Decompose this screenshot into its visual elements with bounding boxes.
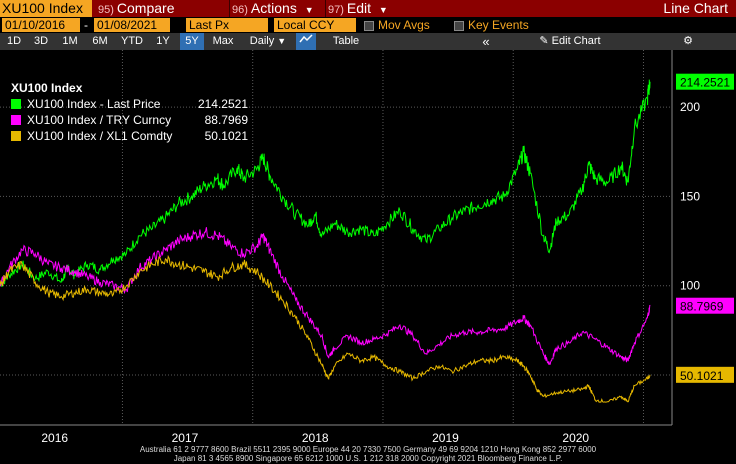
- mov-avgs-toggle[interactable]: Mov Avgs: [364, 18, 430, 32]
- period-1m[interactable]: 1M: [62, 35, 78, 47]
- legend-swatch: [11, 99, 21, 109]
- field-selector[interactable]: Last Px: [186, 18, 268, 32]
- legend-entry-name: XU100 Index / TRY Curncy: [27, 113, 172, 127]
- legend-entry-value: 88.7969: [204, 113, 248, 127]
- gear-icon[interactable]: ⚙: [683, 35, 693, 47]
- compare-button[interactable]: 95) Compare: [98, 0, 175, 17]
- x-axis: 2016 2017 2018 2019 2020: [41, 431, 589, 445]
- legend-swatch: [11, 115, 21, 125]
- legend-swatch: [11, 131, 21, 141]
- chart-legend: XU100 Index XU100 Index - Last Price 214…: [7, 80, 252, 144]
- edit-shortcut: 97): [328, 4, 344, 16]
- chart-series: [0, 79, 651, 403]
- y-axis: 100 150 200: [680, 100, 700, 293]
- date-separator: -: [84, 18, 88, 32]
- chevron-down-icon: ▼: [378, 5, 388, 15]
- toolbar-divider: [325, 0, 326, 17]
- command-bar: XU100 Index 95) Compare 96) Actions ▼ 97) E…: [0, 0, 736, 17]
- key-events-label: Key Events: [468, 18, 529, 32]
- key-events-toggle[interactable]: Key Events: [454, 18, 529, 32]
- actions-button[interactable]: 96) Actions ▼: [232, 0, 314, 17]
- footer-copyright: Japan 81 3 4565 8900 Singapore 65 6212 1…: [173, 453, 563, 463]
- edit-label: Edit: [346, 0, 372, 16]
- compare-shortcut: 95): [98, 4, 114, 16]
- mov-avgs-label: Mov Avgs: [378, 18, 430, 32]
- last-value-label: 88.7969: [680, 300, 724, 314]
- toolbar-divider: [229, 0, 230, 17]
- period-1y[interactable]: 1Y: [156, 35, 170, 47]
- legend-entry[interactable]: XU100 Index / TRY Curncy 88.7969: [7, 112, 252, 128]
- actions-label: Actions: [250, 0, 297, 16]
- frequency-selector[interactable]: Daily ▼: [242, 33, 294, 50]
- footer: Australia 61 2 9777 8600 Brazil 5511 239…: [0, 445, 736, 464]
- period-bar: 1D 3D 1M 6M YTD 1Y 5Y Max Daily ▼ Table …: [0, 33, 736, 50]
- period-5y[interactable]: 5Y: [180, 33, 204, 50]
- y-tick-label: 200: [680, 100, 700, 114]
- x-tick-label: 2017: [172, 431, 199, 445]
- last-value-label: 50.1021: [680, 369, 724, 383]
- series-line: [0, 79, 651, 288]
- legend-entry-value: 50.1021: [204, 129, 248, 143]
- line-chart[interactable]: 2016 2017 2018 2019 2020 100 150 200 214.2521 8…: [0, 50, 736, 446]
- checkbox-icon: [364, 20, 374, 31]
- legend-entry-name: XU100 Index - Last Price: [27, 97, 161, 111]
- chevron-down-icon: ▼: [304, 5, 314, 15]
- legend-entry[interactable]: XU100 Index / XL1 Comdty 50.1021: [7, 128, 252, 144]
- ticker-input[interactable]: XU100 Index: [0, 0, 92, 17]
- line-chart-icon[interactable]: [296, 33, 316, 50]
- checkbox-icon: [454, 20, 464, 31]
- y-tick-label: 100: [680, 279, 700, 293]
- legend-title-text: XU100 Index: [11, 81, 83, 95]
- x-tick-label: 2020: [562, 431, 589, 445]
- collapse-icon[interactable]: «: [482, 34, 490, 49]
- last-value-tag: [676, 73, 734, 90]
- compare-label: Compare: [116, 0, 175, 16]
- legend-entry-value: 214.2521: [197, 97, 248, 111]
- legend-title: XU100 Index: [7, 80, 252, 96]
- last-value-tag: [676, 297, 734, 314]
- period-1d[interactable]: 1D: [6, 35, 22, 47]
- x-tick-label: 2019: [432, 431, 459, 445]
- settings-bar: 01/10/2016 - 01/08/2021 Last Px Local CC…: [0, 17, 736, 33]
- y-tick-label: 150: [680, 189, 700, 203]
- x-tick-label: 2016: [41, 431, 68, 445]
- period-ytd[interactable]: YTD: [121, 35, 143, 47]
- table-button[interactable]: Table: [332, 35, 360, 47]
- chart-type-title: Line Chart: [663, 0, 728, 16]
- chevron-down-icon: ▼: [277, 36, 287, 46]
- end-date-field[interactable]: 01/08/2021: [94, 18, 170, 32]
- chart-grid: [0, 50, 673, 426]
- edit-chart-label: Edit Chart: [551, 35, 601, 47]
- frequency-label: Daily: [249, 35, 275, 47]
- period-6m[interactable]: 6M: [92, 35, 108, 47]
- series-line: [0, 227, 651, 365]
- period-max[interactable]: Max: [212, 35, 234, 47]
- x-tick-label: 2018: [302, 431, 329, 445]
- legend-entry-name: XU100 Index / XL1 Comdty: [27, 129, 173, 143]
- series-line: [0, 254, 651, 403]
- period-3d[interactable]: 3D: [33, 35, 49, 47]
- pencil-icon: ✎: [539, 35, 549, 47]
- edit-chart-button[interactable]: ✎ Edit Chart: [530, 33, 610, 50]
- start-date-field[interactable]: 01/10/2016: [2, 18, 80, 32]
- legend-entry[interactable]: XU100 Index - Last Price 214.2521: [7, 96, 252, 112]
- last-value-tag: [676, 366, 734, 383]
- footer-contacts: Australia 61 2 9777 8600 Brazil 5511 239…: [139, 445, 597, 454]
- currency-selector[interactable]: Local CCY: [274, 18, 356, 32]
- edit-button[interactable]: 97) Edit ▼: [328, 0, 388, 17]
- last-value-tags: 214.2521 88.7969 50.1021: [676, 73, 734, 383]
- last-value-label: 214.2521: [680, 76, 730, 90]
- actions-shortcut: 96): [232, 4, 248, 16]
